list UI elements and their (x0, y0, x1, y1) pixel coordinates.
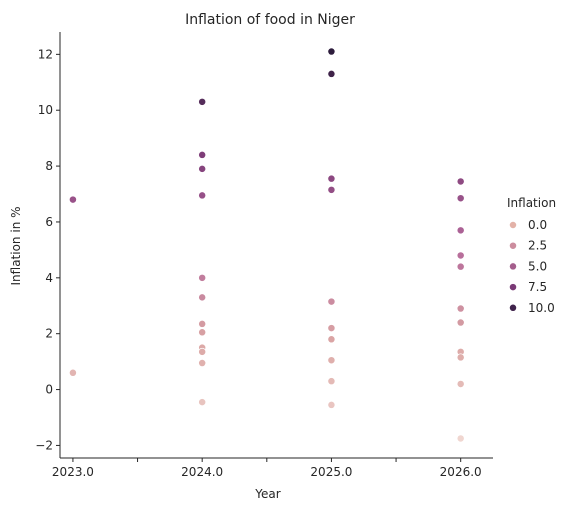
data-point (198, 164, 207, 173)
legend-marker (509, 262, 517, 271)
data-point (456, 353, 465, 362)
data-point (198, 328, 207, 337)
data-point (327, 185, 336, 194)
x-tick-label: 2026.0 (440, 465, 482, 479)
legend-items: 0.0 2.5 5.0 7.5 10.0 (509, 218, 555, 315)
legend-title: Inflation (507, 196, 556, 210)
y-axis-ticks: −2 0 2 4 6 8 10 12 (35, 47, 60, 452)
legend-marker (509, 303, 517, 312)
legend-label: 5.0 (528, 259, 547, 273)
data-point (456, 262, 465, 271)
legend-label: 7.5 (528, 280, 547, 294)
x-tick-label: 2025.0 (310, 465, 352, 479)
x-tick-label: 2023.0 (52, 465, 94, 479)
data-point (456, 251, 465, 260)
points-layer (68, 47, 465, 443)
data-point (456, 434, 465, 443)
legend: Inflation 0.0 2.5 5.0 7.5 10.0 (507, 196, 556, 315)
data-point (198, 293, 207, 302)
data-point (456, 177, 465, 186)
data-point (456, 194, 465, 203)
data-point (327, 47, 336, 56)
data-point (456, 304, 465, 313)
legend-marker (509, 241, 517, 250)
data-point (68, 195, 77, 204)
y-tick-label: 0 (45, 383, 53, 397)
x-axis-ticks: 2023.0 2024.0 2025.0 2026.0 (52, 458, 482, 479)
y-tick-label: −2 (35, 438, 53, 452)
y-tick-label: 8 (45, 159, 53, 173)
data-point (198, 359, 207, 367)
data-point (198, 398, 207, 407)
data-point (198, 319, 207, 328)
x-tick-label: 2024.0 (181, 465, 223, 479)
x-axis-label: Year (254, 487, 280, 501)
data-point (327, 335, 336, 344)
y-axis-label: Inflation in % (9, 206, 23, 285)
data-point (327, 297, 336, 306)
data-point (327, 356, 336, 365)
y-tick-label: 10 (38, 103, 53, 117)
data-point (327, 377, 336, 386)
y-tick-label: 12 (38, 47, 53, 61)
data-point (327, 69, 336, 78)
data-point (327, 324, 336, 333)
data-point (198, 97, 207, 106)
chart-title: Inflation of food in Niger (185, 12, 355, 28)
legend-label: 2.5 (528, 239, 547, 253)
data-point (68, 368, 77, 377)
legend-marker (509, 283, 517, 292)
legend-label: 10.0 (528, 301, 555, 315)
y-tick-label: 4 (45, 271, 53, 285)
data-point (198, 347, 207, 356)
y-tick-label: 2 (45, 327, 53, 341)
data-point (198, 150, 207, 159)
legend-marker (509, 221, 517, 229)
legend-label: 0.0 (528, 218, 547, 232)
data-point (456, 318, 465, 327)
data-point (327, 174, 336, 183)
data-point (327, 400, 336, 409)
y-tick-label: 6 (45, 215, 53, 229)
data-point (198, 191, 207, 200)
data-point (456, 380, 465, 388)
data-point (198, 273, 207, 282)
data-point (456, 226, 465, 235)
